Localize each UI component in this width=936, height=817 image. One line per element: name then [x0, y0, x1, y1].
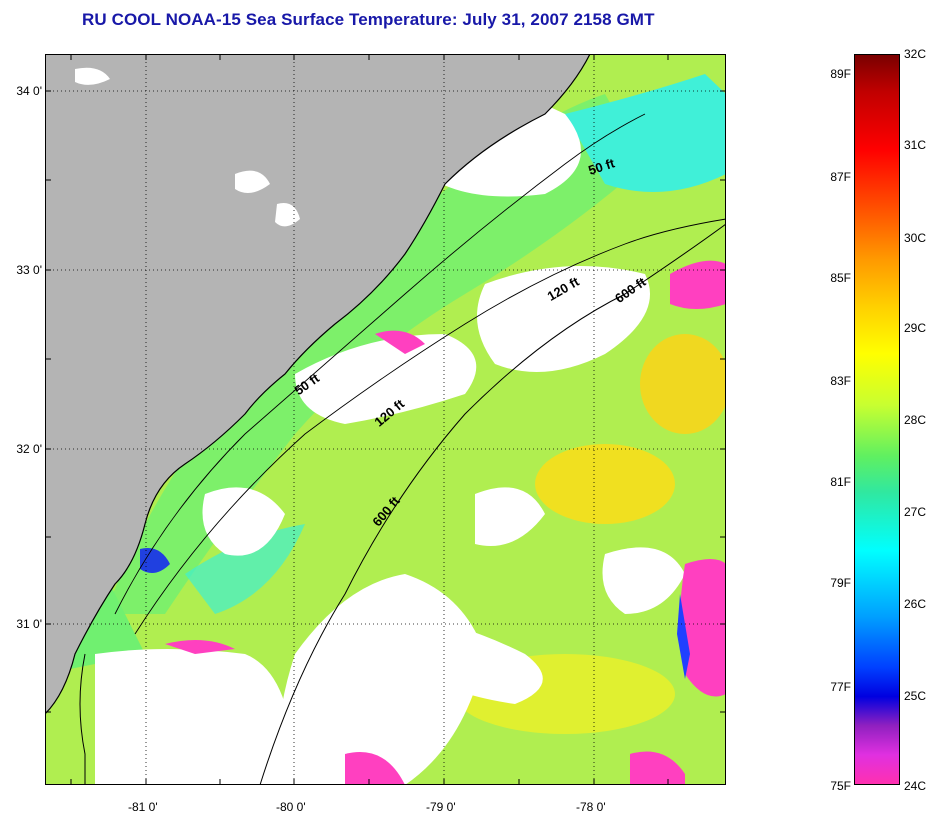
cold-edge-se	[677, 594, 690, 679]
lon-label-78: -78 0'	[576, 800, 606, 814]
cyan-patch-ne	[565, 74, 726, 192]
coastline-south	[79, 653, 86, 785]
colorbar-c-26: 26C	[904, 597, 927, 611]
land-area	[45, 54, 590, 714]
colorbar-c-27: 27C	[904, 505, 927, 519]
cold-patch-coast	[140, 548, 170, 573]
sst-map-svg: 50 ft 120 ft 600 ft 50 ft 120 ft 600 ft	[45, 54, 726, 785]
coastline	[45, 54, 591, 715]
warm-patch-1	[535, 444, 675, 524]
contour-50ft	[114, 113, 646, 615]
cold-patch-gulf	[165, 640, 235, 654]
colorbar-f-79: 79F	[830, 576, 851, 590]
contour-120ft	[134, 218, 726, 635]
cloud-2	[295, 334, 477, 424]
lon-label-79: -79 0'	[426, 800, 456, 814]
cloud-georgia	[95, 649, 295, 785]
sst-map[interactable]: 50 ft 120 ft 600 ft 50 ft 120 ft 600 ft	[45, 54, 726, 785]
contour-600ft	[259, 223, 726, 785]
map-border	[45, 54, 726, 785]
colorbar-f-75: 75F	[830, 779, 851, 793]
colorbar-f-85: 85F	[830, 271, 851, 285]
colorbar-c-30: 30C	[904, 231, 927, 245]
colorbar-c-31: 31C	[904, 138, 927, 152]
lat-label-32: 32 0'	[16, 442, 42, 456]
lon-label-80: -80 0'	[276, 800, 306, 814]
cold-patch-s	[345, 752, 405, 785]
cloud-5	[475, 487, 545, 546]
cold-patch-e	[670, 260, 726, 309]
colorbar-c-29: 29C	[904, 321, 927, 335]
frame-ticks	[45, 54, 726, 785]
page-title: RU COOL NOAA-15 Sea Surface Temperature:…	[82, 10, 655, 29]
land-cloud-3	[75, 67, 110, 85]
lat-label-31: 31 0'	[16, 617, 42, 631]
cold-patch-se	[680, 559, 726, 697]
warm-patch-2	[640, 334, 726, 434]
cloud-6	[202, 487, 285, 556]
colorbar-c-24: 24C	[904, 779, 927, 793]
lat-label-33: 33 0'	[16, 263, 42, 277]
colorbar-c-28: 28C	[904, 413, 927, 427]
cloud-7	[405, 614, 543, 704]
cold-patch-mid	[375, 330, 425, 354]
colorbar	[854, 54, 900, 785]
lat-label-34: 34 0'	[16, 84, 42, 98]
cyan-patch-sw	[185, 524, 305, 614]
colorbar-f-77: 77F	[830, 680, 851, 694]
graticule	[45, 54, 726, 785]
land-cloud-1	[235, 170, 270, 193]
colorbar-f-81: 81F	[830, 475, 851, 489]
cold-patch-s2	[630, 751, 685, 785]
colorbar-f-87: 87F	[830, 170, 851, 184]
land-cloud-2	[275, 203, 300, 227]
lon-label-81: -81 0'	[128, 800, 158, 814]
cloud-8	[602, 547, 685, 614]
colorbar-f-89: 89F	[830, 67, 851, 81]
cloud-3	[477, 266, 650, 372]
colorbar-c-25: 25C	[904, 689, 927, 703]
colorbar-c-32: 32C	[904, 47, 927, 61]
colorbar-f-83: 83F	[830, 374, 851, 388]
